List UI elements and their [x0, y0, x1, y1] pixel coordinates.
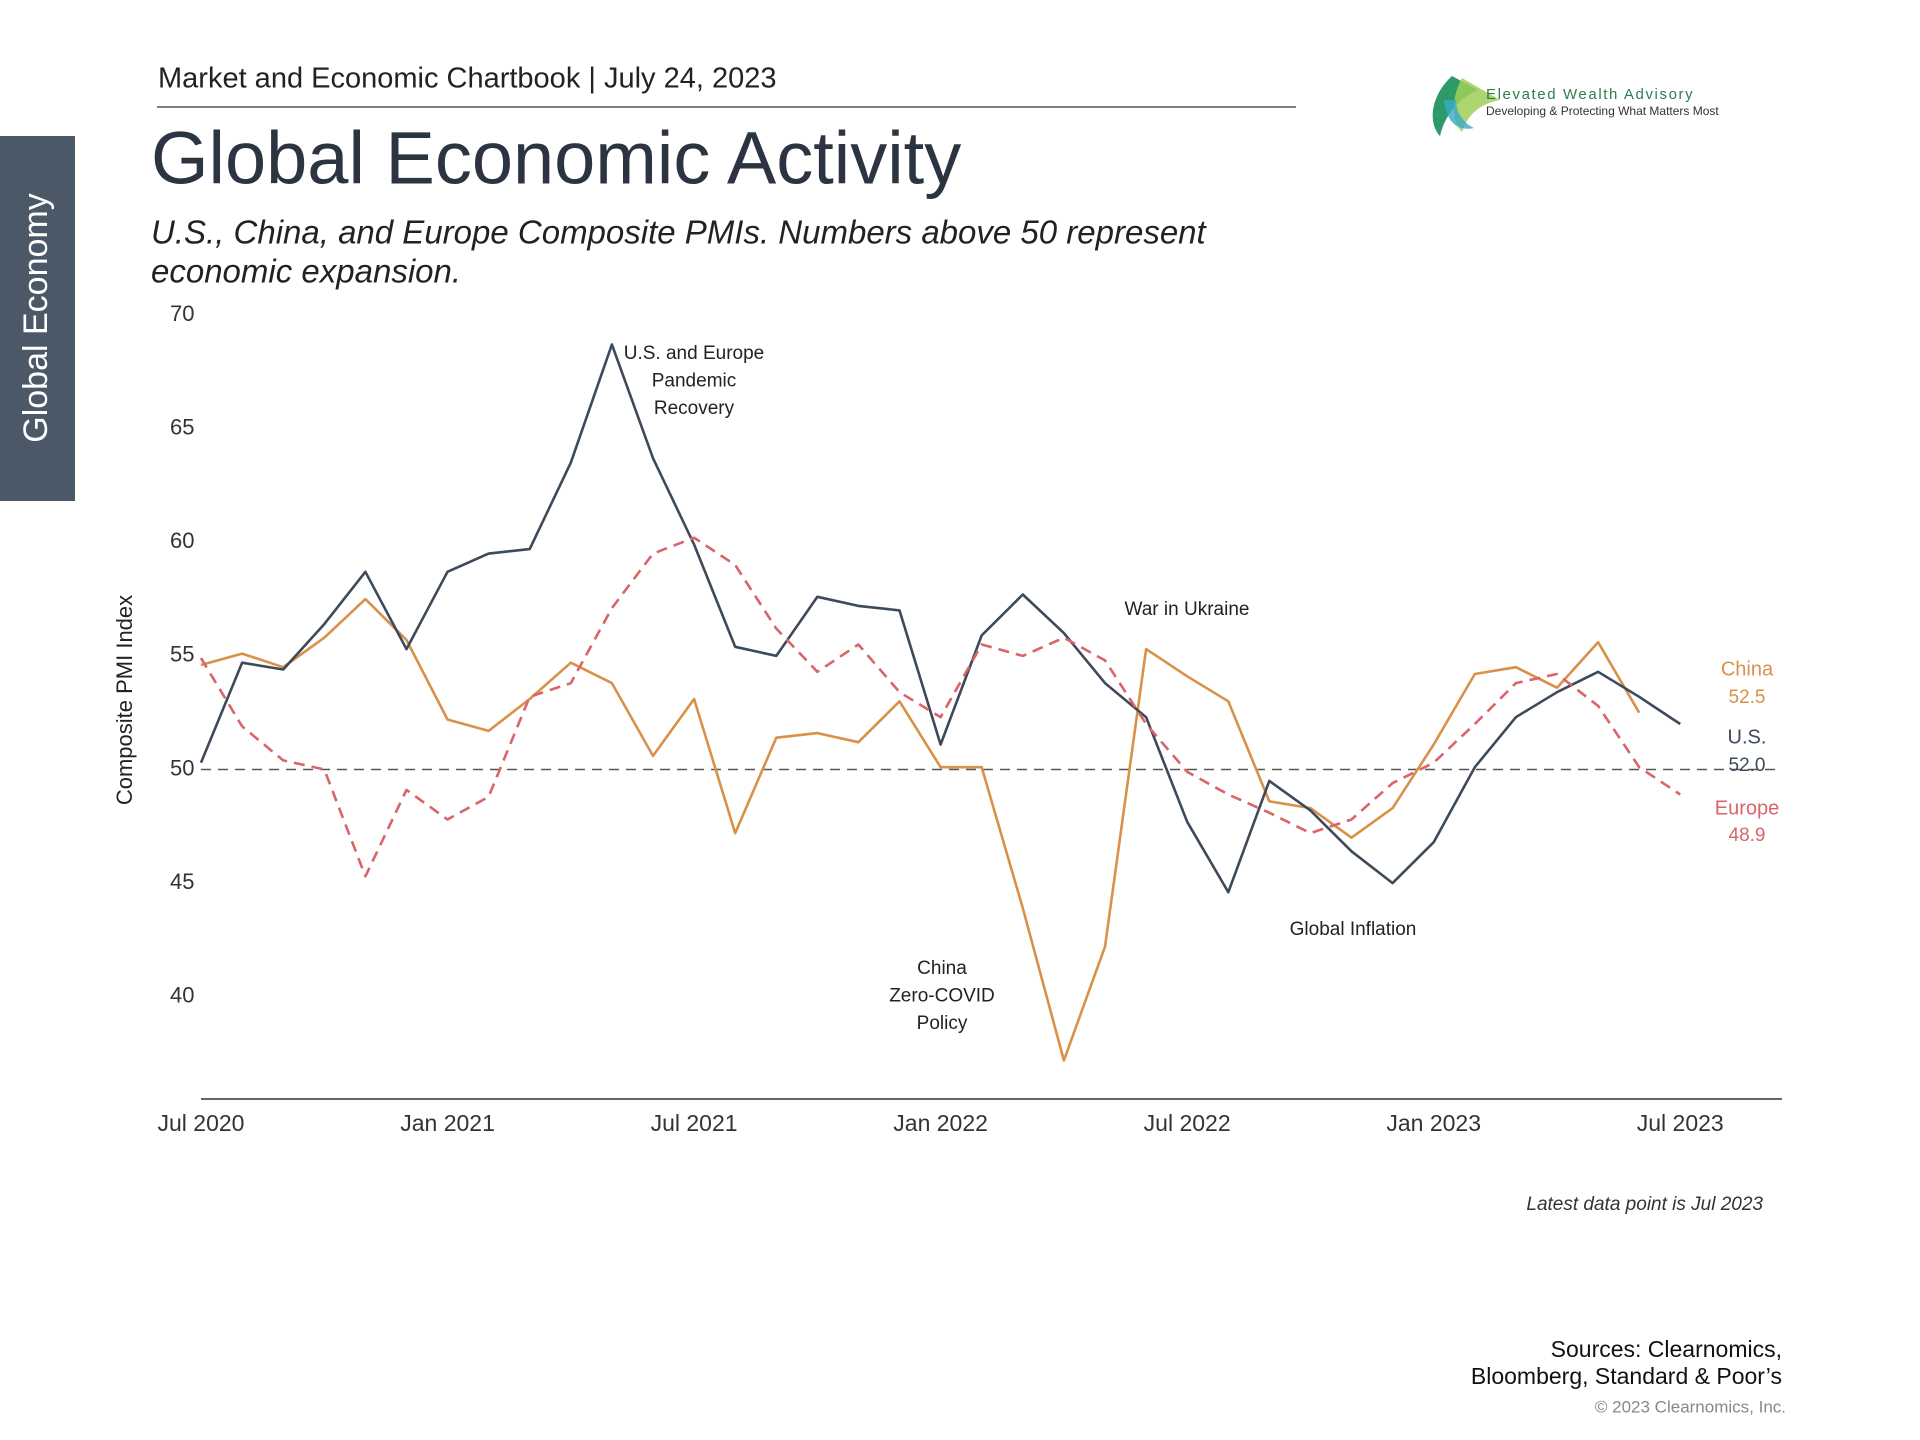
data-note: Latest data point is Jul 2023	[1526, 1194, 1763, 1215]
value-label: 48.9	[1729, 825, 1766, 846]
y-tick-label: 40	[170, 983, 194, 1008]
logo-leaf	[1444, 100, 1474, 129]
logo	[1432, 76, 1500, 136]
annotation: Recovery	[654, 398, 735, 419]
chart-subtitle: economic expansion.	[151, 253, 461, 290]
series-line	[199, 343, 1681, 894]
x-tick-label: Jul 2023	[1637, 1110, 1724, 1136]
y-tick-label: 50	[170, 755, 194, 780]
chart-title: Global Economic Activity	[151, 117, 961, 200]
x-tick-label: Jul 2022	[1144, 1110, 1231, 1136]
annotation: U.S. and Europe	[624, 343, 764, 364]
annotation: Policy	[917, 1013, 968, 1034]
value-label: 52.0	[1729, 755, 1766, 776]
x-tick-label: Jan 2021	[400, 1110, 495, 1136]
series-label: Europe	[1715, 797, 1780, 819]
sources: Sources: Clearnomics,	[1551, 1336, 1782, 1362]
y-tick-label: 45	[170, 869, 194, 894]
y-tick-label: 65	[170, 414, 194, 439]
series-line	[199, 536, 1681, 878]
brand-tagline: Developing & Protecting What Matters Mos…	[1486, 104, 1719, 118]
x-tick-label: Jul 2021	[651, 1110, 738, 1136]
annotation: Zero-COVID	[889, 986, 995, 1007]
sources: Bloomberg, Standard & Poor’s	[1471, 1363, 1782, 1389]
series-label: U.S.	[1728, 726, 1767, 748]
annotation: Pandemic	[652, 371, 737, 392]
y-tick-label: 70	[170, 301, 194, 326]
section-tab-label: Global Economy	[17, 193, 55, 442]
x-tick-label: Jan 2022	[893, 1110, 988, 1136]
y-axis-title: Composite PMI Index	[112, 595, 137, 805]
brand-name: Elevated Wealth Advisory	[1486, 86, 1694, 103]
chartbook-header: Market and Economic Chartbook | July 24,…	[158, 63, 776, 95]
copyright: © 2023 Clearnomics, Inc.	[1595, 1397, 1786, 1416]
series-line	[200, 597, 1641, 1062]
annotation: Global Inflation	[1290, 919, 1417, 940]
chart-subtitle: U.S., China, and Europe Composite PMIs. …	[151, 214, 1208, 251]
series-label: China	[1721, 658, 1774, 680]
value-label: 52.5	[1729, 687, 1766, 708]
y-tick-label: 55	[170, 642, 194, 667]
annotation: War in Ukraine	[1125, 599, 1250, 620]
x-tick-label: Jan 2023	[1386, 1110, 1481, 1136]
section-tab	[0, 136, 75, 501]
x-tick-label: Jul 2020	[158, 1110, 245, 1136]
annotation: China	[917, 958, 967, 979]
y-tick-label: 60	[170, 528, 194, 553]
logo-leaf	[1453, 78, 1500, 132]
